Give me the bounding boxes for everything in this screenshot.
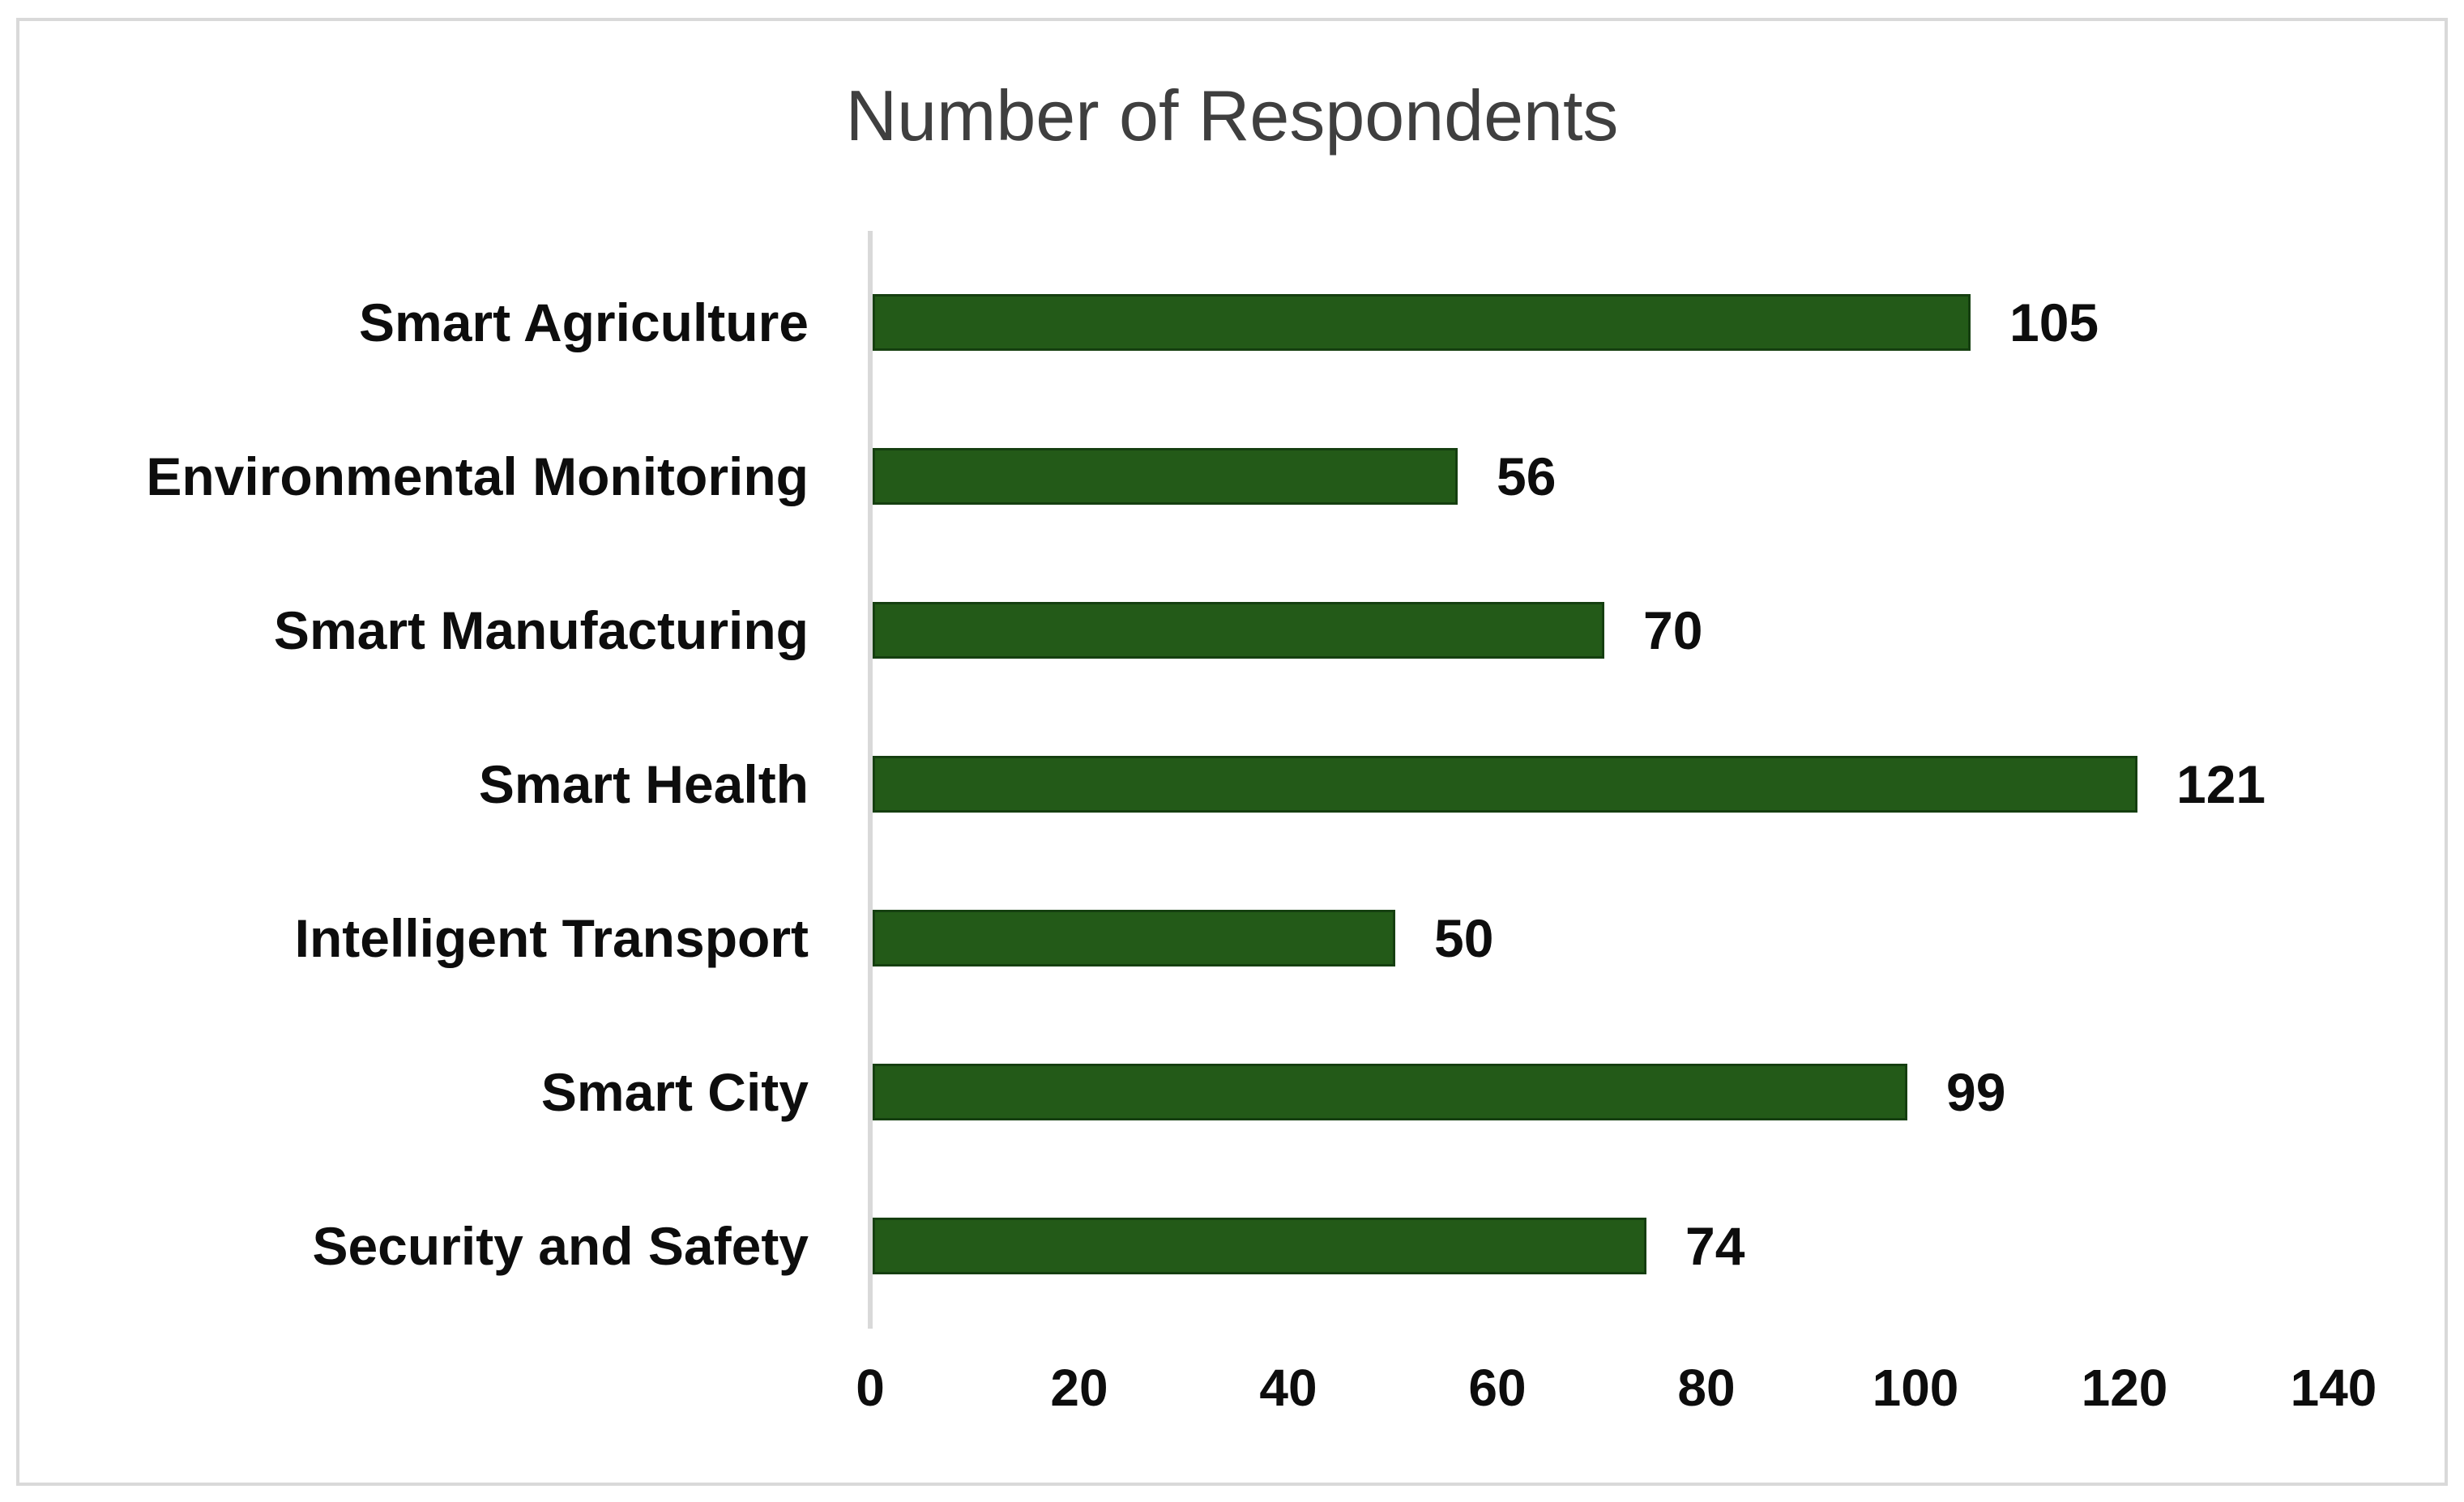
value-label: 99 (1946, 1062, 2006, 1122)
chart-title: Number of Respondents (845, 75, 1619, 156)
bar (873, 602, 1604, 659)
bar (873, 294, 1971, 351)
value-label: 74 (1685, 1216, 1745, 1276)
x-tick-label: 0 (856, 1359, 885, 1417)
bar (873, 448, 1458, 505)
x-tick-label: 80 (1677, 1359, 1736, 1417)
x-tick-label: 120 (2081, 1359, 2168, 1417)
bar (873, 910, 1395, 966)
value-label: 50 (1434, 908, 1494, 968)
value-label: 56 (1497, 446, 1557, 506)
category-label: Smart Agriculture (358, 292, 809, 352)
x-tick-label: 60 (1468, 1359, 1527, 1417)
category-label: Smart Manufacturing (273, 600, 809, 660)
y-axis-line (868, 231, 873, 1329)
bar (873, 1064, 1907, 1120)
x-tick-label: 40 (1259, 1359, 1317, 1417)
category-label: Intelligent Transport (294, 908, 809, 968)
value-label: 105 (2009, 292, 2099, 352)
x-tick-label: 140 (2290, 1359, 2377, 1417)
category-label: Environmental Monitoring (146, 446, 809, 506)
category-label: Security and Safety (312, 1216, 809, 1276)
category-label: Smart Health (478, 754, 809, 814)
category-label: Smart City (540, 1062, 809, 1122)
bar (873, 756, 2137, 813)
x-tick-label: 100 (1872, 1359, 1959, 1417)
x-tick-label: 20 (1050, 1359, 1108, 1417)
value-label: 70 (1643, 600, 1703, 660)
bar (873, 1218, 1646, 1274)
value-label: 121 (2176, 754, 2266, 814)
